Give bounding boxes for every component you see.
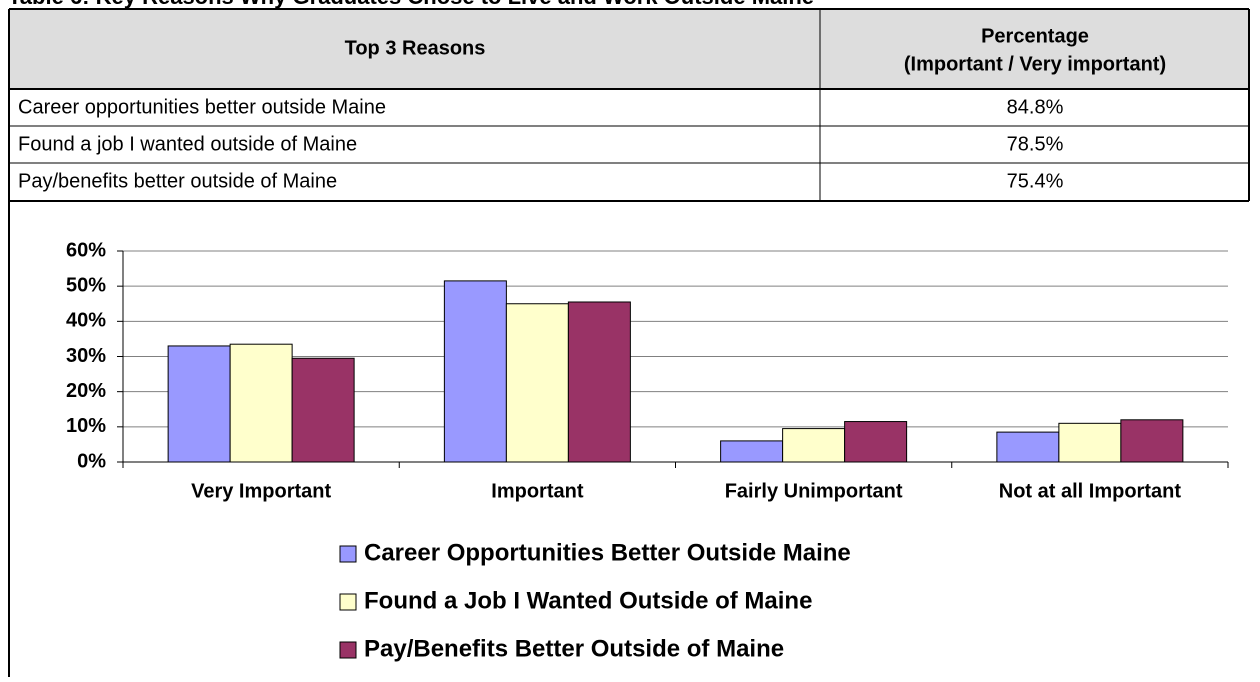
title: Table 6: Key Reasons Why Graduates Chose… — [8, 0, 814, 9]
row-value: 75.4% — [1007, 170, 1064, 192]
header-cell: Top 3 Reasons — [345, 37, 486, 59]
row-label: Pay/benefits better outside of Maine — [18, 170, 337, 192]
x-tick-label: Fairly Unimportant — [725, 480, 903, 502]
legend-label: Pay/Benefits Better Outside of Maine — [364, 635, 784, 662]
legend-label: Career Opportunities Better Outside Main… — [364, 539, 851, 566]
row-label: Found a job I wanted outside of Maine — [18, 133, 357, 155]
row-label: Career opportunities better outside Main… — [18, 96, 386, 118]
header-cell: Percentage — [981, 25, 1089, 47]
bar — [1120, 419, 1184, 463]
bar — [1058, 422, 1122, 463]
y-tick-label: 0% — [77, 450, 106, 472]
row-value: 84.8% — [1007, 96, 1064, 118]
y-tick-label: 60% — [66, 239, 106, 261]
row-value: 78.5% — [1007, 133, 1064, 155]
bar — [844, 421, 908, 463]
bar — [505, 303, 569, 463]
y-tick-label: 30% — [66, 345, 106, 367]
y-tick-label: 20% — [66, 380, 106, 402]
legend-label: Found a Job I Wanted Outside of Maine — [364, 587, 812, 614]
bar — [567, 301, 631, 463]
bar — [443, 280, 507, 463]
y-tick-label: 50% — [66, 274, 106, 296]
y-tick-label: 10% — [66, 415, 106, 437]
bar — [996, 431, 1060, 463]
bar — [782, 428, 846, 463]
table-grid — [8, 8, 1250, 677]
legend-swatch — [339, 545, 357, 563]
bar — [167, 345, 231, 463]
x-tick-label: Important — [491, 480, 584, 502]
legend-swatch — [339, 641, 357, 659]
y-tick-label: 40% — [66, 310, 106, 332]
bar — [229, 343, 293, 463]
x-tick-label: Very Important — [191, 480, 331, 502]
legend-swatch — [339, 593, 357, 611]
x-tick-label: Not at all Important — [999, 480, 1182, 502]
header-fill — [9, 9, 1249, 89]
bar — [720, 440, 784, 463]
bar — [291, 357, 355, 463]
header-cell: (Important / Very important) — [904, 53, 1166, 75]
